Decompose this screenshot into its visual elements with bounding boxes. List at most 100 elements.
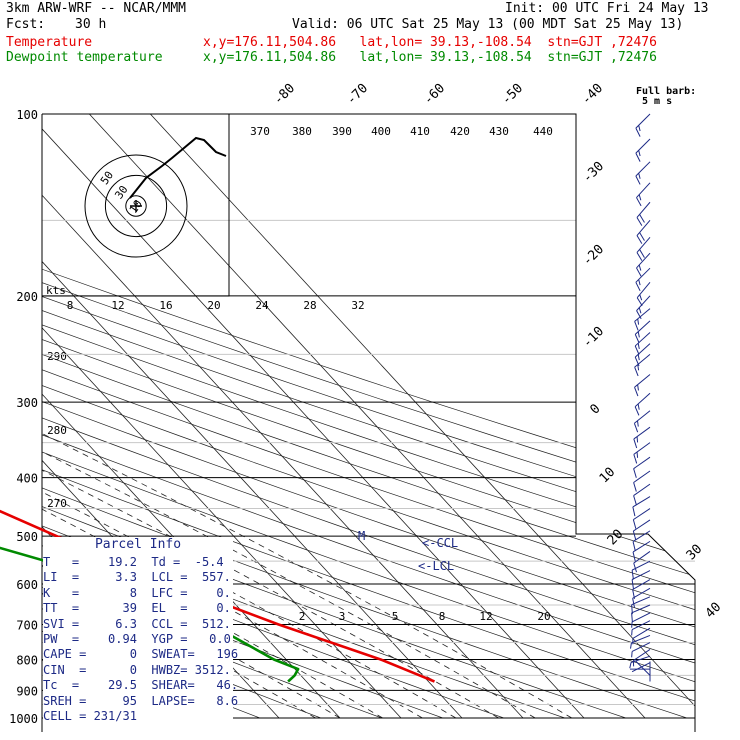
isotherm-line bbox=[42, 393, 172, 534]
wind-barb bbox=[634, 332, 651, 355]
hodograph-scale-label: 20 bbox=[207, 299, 220, 312]
parcel-info-row: PW = 0.94 YGP = 0.0 bbox=[43, 632, 231, 647]
pressure-label-1000: 1000 bbox=[9, 712, 38, 726]
parcel-info-row: CELL = 231/31 bbox=[43, 709, 137, 724]
isotherm-line bbox=[42, 327, 233, 534]
parcel-info-row: SVI = 6.3 CCL = 512. bbox=[43, 616, 231, 631]
pressure-label-400: 400 bbox=[16, 472, 38, 486]
theta-label: 440 bbox=[533, 125, 553, 138]
wind-barb bbox=[629, 655, 651, 669]
lcl-marker: <-LCL bbox=[418, 559, 454, 573]
wind-legend-title: Full barb: bbox=[636, 86, 696, 97]
wind-barb bbox=[632, 519, 651, 541]
theta-label: 390 bbox=[332, 125, 352, 138]
wind-barb bbox=[632, 587, 651, 608]
wind-barb bbox=[632, 496, 651, 517]
wind-barb bbox=[634, 392, 651, 416]
wind-barb bbox=[635, 660, 651, 676]
hodograph-ring-label: 50 bbox=[98, 169, 116, 187]
wind-barb bbox=[636, 220, 651, 244]
wind-barb bbox=[632, 530, 651, 551]
hodograph-scale-label: 12 bbox=[111, 299, 124, 312]
isotherm-label: -80 bbox=[271, 81, 298, 108]
wind-barb bbox=[635, 113, 651, 137]
wind-barb bbox=[631, 604, 651, 623]
theta-label: 410 bbox=[410, 125, 430, 138]
hodograph-ring bbox=[104, 174, 168, 238]
isotherm-label: -60 bbox=[421, 81, 448, 108]
wind-barb bbox=[635, 267, 651, 292]
wind-barb bbox=[632, 579, 651, 599]
wind-barb bbox=[635, 138, 651, 162]
pressure-labels: 100 200 300 400 500 600 700 800 900 1000 bbox=[9, 108, 38, 726]
isotherm-line bbox=[42, 194, 355, 534]
isotherm-line bbox=[42, 534, 585, 719]
wind-barb bbox=[635, 161, 651, 185]
parcel-info-row: T = 19.2 Td = -5.4 bbox=[43, 555, 224, 569]
isotherm-line bbox=[42, 534, 402, 719]
wind-barb bbox=[631, 612, 651, 628]
wind-barb bbox=[633, 470, 651, 492]
parcel-info-row: CIN = 0 HWBZ= 3512. bbox=[43, 662, 231, 677]
dewpoint-line bbox=[0, 546, 300, 683]
wind-barb bbox=[634, 374, 651, 397]
isotherm-line bbox=[150, 534, 695, 719]
isotherm-line bbox=[150, 114, 538, 534]
ccl-marker: <-CCL bbox=[422, 536, 458, 550]
pressure-label-100: 100 bbox=[16, 108, 38, 122]
mixing-ratio-line bbox=[42, 534, 536, 719]
isotherm-line bbox=[42, 534, 463, 719]
isotherm-label: 0 bbox=[587, 401, 603, 417]
theta-label: 430 bbox=[489, 125, 509, 138]
wind-barbs bbox=[629, 113, 651, 682]
parcel-info-panel: Parcel Info T = 19.2 Td = -5.4 LI = 3.3 L… bbox=[43, 537, 238, 732]
wind-barb bbox=[633, 426, 651, 449]
wind-barb bbox=[633, 456, 651, 478]
theta-label: 370 bbox=[250, 125, 270, 138]
valid-time: Valid: 06 UTC Sat 25 May 13 (00 MDT Sat … bbox=[292, 17, 684, 32]
wind-barb bbox=[632, 508, 651, 529]
isotherm-label: -30 bbox=[580, 159, 607, 186]
temperature-profile bbox=[0, 509, 435, 683]
mixing-ratio-label: 20 bbox=[537, 610, 550, 623]
wind-barb bbox=[633, 551, 651, 573]
hodograph-scale-label: 16 bbox=[159, 299, 172, 312]
theta-label: 400 bbox=[371, 125, 391, 138]
wind-barb bbox=[636, 182, 651, 207]
plot-border bbox=[41, 113, 696, 732]
mixing-ratio-label: 12 bbox=[479, 610, 492, 623]
theta-label: 420 bbox=[450, 125, 470, 138]
wind-barb bbox=[636, 295, 651, 320]
isotherm-labels: -80 -70 -60 -50 -40 -30 -20 -10 0 10 20 30 40 bbox=[271, 81, 724, 621]
mixing-ratio-line bbox=[42, 534, 573, 719]
hodograph-scale-label: 28 bbox=[303, 299, 316, 312]
wind-barb bbox=[633, 410, 651, 433]
hodograph-scale-label: 32 bbox=[351, 299, 364, 312]
hodograph-trace bbox=[129, 136, 227, 199]
theta-label: 290 bbox=[47, 350, 67, 363]
wind-legend-unit: 5 m s bbox=[642, 96, 672, 107]
wind-barb bbox=[633, 442, 651, 464]
wind-barb bbox=[631, 620, 651, 636]
parcel-info-row: LI = 3.3 LCL = 557. bbox=[43, 570, 231, 585]
theta-label: 280 bbox=[47, 424, 67, 437]
hodograph-scale-label: 8 bbox=[67, 299, 74, 312]
wind-barb bbox=[632, 627, 651, 645]
init-time: Init: 00 UTC Fri 24 May 13 bbox=[505, 1, 709, 16]
header: 3km ARW-WRF -- NCAR/MMM Init: 00 UTC Fri… bbox=[0, 0, 740, 70]
wind-barb bbox=[631, 570, 651, 589]
legend-dewpoint: Dewpoint temperature bbox=[6, 50, 163, 65]
isotherm-label: -10 bbox=[580, 324, 607, 351]
legend-temperature: Temperature bbox=[6, 35, 93, 50]
theta-label: 270 bbox=[47, 497, 67, 510]
hodograph-axis-label: kts bbox=[46, 284, 66, 297]
dewpoint-profile bbox=[0, 546, 300, 683]
model-title: 3km ARW-WRF -- NCAR/MMM bbox=[6, 1, 187, 16]
mixing-ratio-label: 3 bbox=[339, 610, 346, 623]
wind-barb bbox=[634, 353, 651, 377]
temperature-line bbox=[0, 509, 435, 683]
isotherm-line bbox=[42, 534, 341, 719]
hodograph-ring bbox=[125, 195, 147, 217]
wind-barb bbox=[632, 540, 651, 562]
wind-barb bbox=[636, 252, 651, 277]
